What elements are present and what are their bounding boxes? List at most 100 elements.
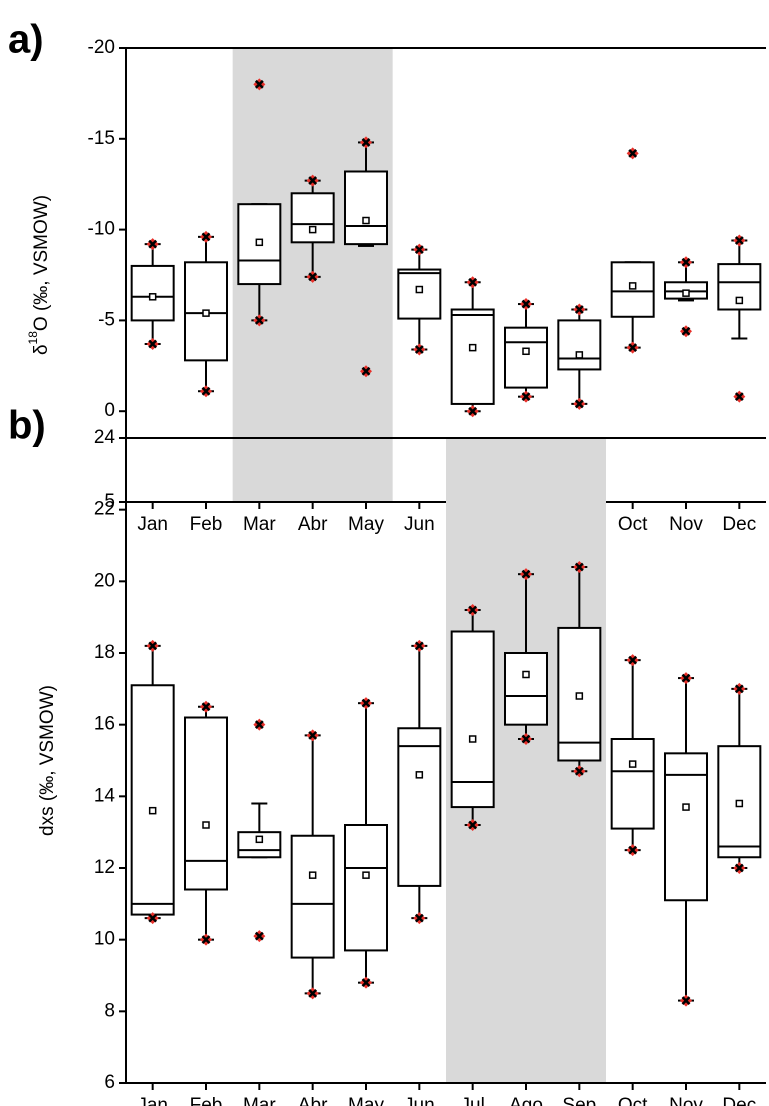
- x-tick-label: Nov: [669, 1095, 703, 1106]
- extreme-cross: [148, 239, 158, 249]
- extreme-marker: [626, 341, 639, 354]
- box: [344, 170, 388, 246]
- extreme-marker: [466, 819, 479, 831]
- extreme-cross: [521, 299, 531, 309]
- mean: [682, 803, 690, 811]
- extreme-marker: [306, 174, 319, 187]
- extreme-marker: [200, 700, 212, 713]
- box: [450, 630, 495, 809]
- extreme-marker: [466, 604, 479, 616]
- y-axis-label: δ18O (‰, VSMOW): [26, 195, 52, 355]
- extreme-cross: [361, 366, 371, 376]
- extreme-cross: [628, 845, 638, 855]
- mean: [148, 806, 157, 815]
- extreme-marker: [733, 234, 746, 247]
- x-tick-label: Abr: [298, 1095, 328, 1106]
- extreme-marker: [413, 243, 426, 256]
- y-tick-label: -20: [88, 37, 115, 58]
- mean: [575, 351, 584, 359]
- extreme-marker: [413, 343, 426, 356]
- extreme-cross: [574, 562, 584, 572]
- mean: [735, 799, 744, 808]
- panel-label: b): [8, 404, 46, 448]
- y-tick-label: 10: [94, 929, 115, 950]
- y-axis-label-part: O (‰, VSMOW): [31, 195, 52, 331]
- extreme-marker: [626, 844, 639, 857]
- extreme-marker: [306, 270, 319, 283]
- y-tick-label: 8: [104, 1000, 115, 1021]
- extreme-cross: [308, 731, 318, 740]
- extreme-marker: [306, 987, 319, 1000]
- extreme-marker: [253, 314, 266, 327]
- x-tick-label: Dec: [722, 514, 756, 535]
- extreme-marker: [146, 912, 159, 925]
- extreme-marker: [146, 639, 159, 652]
- box: [130, 684, 175, 916]
- extreme-cross: [574, 305, 584, 314]
- extreme-cross: [628, 655, 638, 665]
- extreme-cross: [254, 931, 264, 941]
- extreme-cross: [468, 277, 478, 287]
- extreme-cross: [574, 399, 584, 409]
- extreme-cross: [681, 996, 691, 1005]
- extreme-marker: [573, 561, 586, 573]
- x-tick-label: Dec: [722, 1095, 756, 1106]
- mean: [415, 771, 424, 779]
- x-tick-label: Mar: [243, 1095, 276, 1106]
- box: [610, 261, 655, 318]
- extreme-marker: [733, 862, 746, 874]
- extreme-marker: [520, 733, 532, 745]
- x-tick-label: Jan: [137, 514, 168, 535]
- extreme-cross: [414, 641, 424, 651]
- extreme-cross: [361, 978, 371, 988]
- extreme-marker: [680, 256, 692, 269]
- extreme-cross: [361, 698, 371, 708]
- extreme-cross: [201, 386, 211, 396]
- mean: [735, 296, 744, 305]
- y-tick-label: -10: [88, 219, 115, 240]
- extreme-marker: [146, 238, 159, 251]
- x-tick-label: Jan: [137, 1095, 168, 1106]
- extreme-cross: [628, 343, 638, 353]
- x-tick-label: May: [348, 514, 384, 535]
- x-tick-label: Mar: [243, 514, 276, 535]
- y-tick-label: -15: [88, 128, 115, 149]
- y-tick-label: 5: [104, 491, 115, 512]
- extreme-cross: [361, 138, 371, 147]
- extreme-cross: [308, 176, 318, 185]
- mean: [308, 871, 317, 879]
- extreme-marker: [360, 365, 372, 378]
- extreme-cross: [468, 605, 478, 615]
- extreme-marker: [360, 136, 372, 149]
- extreme-marker: [520, 390, 532, 403]
- extreme-marker: [360, 976, 372, 989]
- x-tick-label: Jun: [404, 514, 435, 535]
- extreme-marker: [360, 697, 372, 710]
- x-tick-label: Jul: [461, 1095, 485, 1106]
- mean: [362, 871, 370, 879]
- x-tick-label: Oct: [618, 514, 648, 535]
- extreme-marker: [733, 682, 746, 695]
- extreme-cross: [681, 673, 691, 683]
- extreme-cross: [254, 720, 264, 730]
- box: [450, 308, 495, 405]
- extreme-marker: [573, 303, 586, 316]
- extreme-marker: [306, 729, 319, 742]
- extreme-marker: [626, 147, 639, 160]
- extreme-marker: [733, 390, 746, 403]
- mean: [148, 293, 157, 301]
- extreme-marker: [200, 230, 212, 243]
- extreme-cross: [308, 272, 318, 282]
- x-tick-label: Feb: [190, 1095, 223, 1106]
- mean: [362, 216, 370, 225]
- y-tick-label: 24: [94, 427, 116, 448]
- x-tick-label: Feb: [190, 514, 223, 535]
- extreme-cross: [414, 345, 424, 354]
- extreme-cross: [254, 316, 264, 325]
- x-tick-label: Abr: [298, 514, 328, 535]
- x-tick-label: Ago: [509, 1095, 543, 1106]
- extreme-marker: [253, 718, 266, 731]
- box: [397, 268, 442, 320]
- mean: [522, 670, 530, 679]
- box: [397, 727, 442, 887]
